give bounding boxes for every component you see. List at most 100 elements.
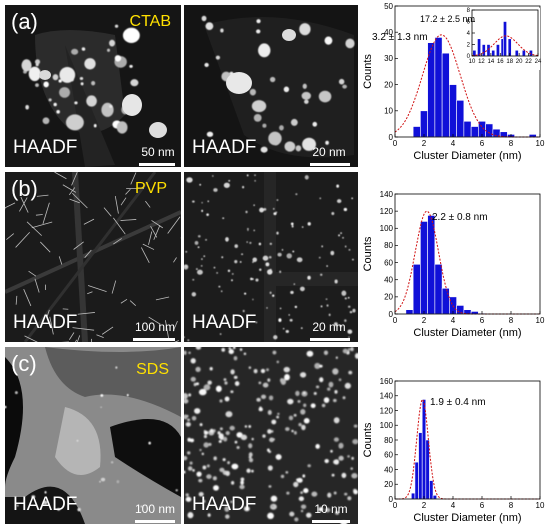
nanoparticle [271,430,274,433]
fiber-streak [120,219,137,221]
x-tick-label: 14 [488,59,495,65]
nanoparticle [116,480,120,484]
haadf-label: HAADF [13,494,78,515]
nanoparticle [300,372,307,378]
nanoparticle [226,72,252,94]
nanoparticle [270,495,278,502]
nanoparticle [242,185,245,189]
nanoparticle [335,356,338,359]
nanoparticle [278,318,282,322]
nanoparticle [201,15,207,22]
y-tick-label: 0 [389,495,394,504]
histogram-bar [411,492,416,500]
nanoparticle [347,496,352,501]
nanoparticle [187,451,191,455]
nanoparticle [296,257,303,263]
y-tick-label: 100 [380,224,394,233]
nanoparticle [349,310,353,314]
nanoparticle [302,137,317,151]
nanoparticle [307,222,311,226]
nanoparticle [251,437,254,441]
nanoparticle [318,256,321,259]
nanoparticle [213,456,217,461]
x-tick-label: 8 [509,501,514,510]
nanoparticle [225,411,233,418]
nanoparticle [81,47,86,51]
nanoparticle [276,199,279,201]
nanoparticle [186,177,193,183]
nanoparticle [23,25,27,29]
micrograph-c-right: HAADF 10 nm [184,347,358,524]
micrograph-c-left: (c) SDS HAADF 100 nm [5,347,181,524]
nanoparticle [175,489,178,492]
nanoparticle [299,286,305,292]
fiber-streak [125,188,131,195]
histogram-bar [434,37,443,138]
nanoparticle [327,492,332,498]
fiber-streak [40,241,51,253]
scale-bar-label: 100 nm [134,320,176,334]
nanoparticle [330,449,333,453]
nanoparticle [91,81,96,86]
x-tick-label: 10 [469,59,476,65]
x-tick-label: 10 [536,139,545,148]
nanoparticle [325,140,329,145]
nanoparticle [338,442,344,449]
nanoparticle [350,347,354,352]
y-tick-label: 4 [467,31,471,37]
nanoparticle [344,319,347,322]
nanoparticle [231,273,234,275]
nanoparticle [185,422,191,427]
y-tick-label: 80 [384,241,393,250]
nanoparticle [184,264,188,268]
nanoparticle [269,76,276,83]
nanoparticle [290,118,298,126]
nanoparticle [246,174,249,177]
nanoparticle [338,455,344,461]
nanoparticle [197,246,200,249]
fiber-streak [68,332,75,340]
nanoparticle [339,324,342,328]
nanoparticle [195,366,201,373]
nanoparticle [334,390,338,394]
nanoparticle [315,385,320,389]
haadf-label: HAADF [192,494,257,515]
nanoparticle [224,506,230,512]
nanoparticle [304,99,309,104]
nanoparticle [5,405,7,409]
nanoparticle [334,459,339,465]
panel-letter-c: (c) [11,351,37,376]
histogram-bar [463,120,472,138]
nanoparticle [77,507,81,512]
histogram-a: 0 2 4 6 8 10 0 10 20 30 40 50 Cluster Diameter (nm) C… [362,0,550,170]
nanoparticle [233,375,238,380]
scale-bar [133,338,175,341]
fiber-streak [19,197,28,212]
nanoparticle [109,104,113,108]
nanoparticle [184,336,185,338]
nanoparticle [333,491,337,495]
nanoparticle [284,374,290,381]
y-tick-label: 6 [467,20,471,26]
nanoparticle [351,456,354,460]
fiber-streak [6,233,15,240]
nanoparticle [215,385,222,392]
nanoparticle [271,419,277,425]
nanoparticle [333,437,339,442]
nanoparticle [252,298,254,301]
histogram-bar [456,100,465,138]
scale-bar-label: 20 nm [312,320,346,334]
nanoparticle [341,290,347,296]
nanoparticle [269,437,275,443]
fiber-streak [75,339,78,342]
fiber-streak [46,309,50,318]
nanoparticle [198,478,203,483]
scale-bar [135,520,175,523]
nanoparticle [268,485,272,488]
nanoparticle [318,507,324,512]
nanoparticle [249,241,252,244]
nanoparticle [248,457,254,463]
nanoparticle [348,370,353,375]
nanoparticle [52,74,59,81]
histogram-bar [418,432,423,500]
